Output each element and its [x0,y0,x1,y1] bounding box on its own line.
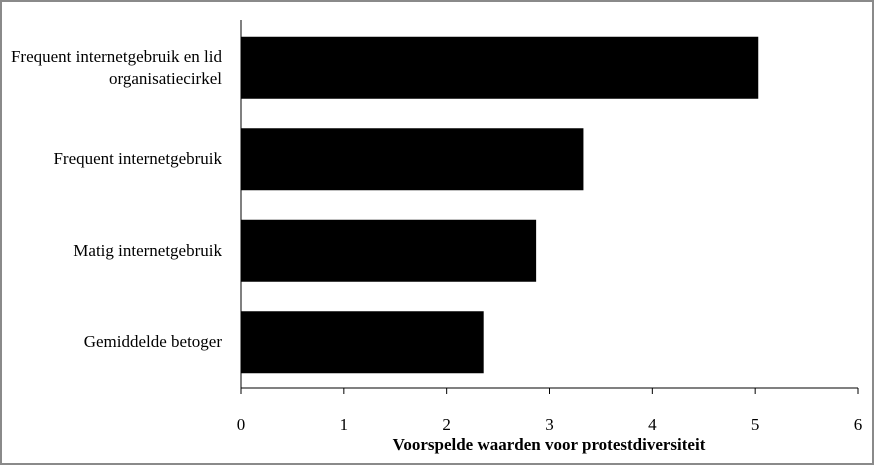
x-tick-label: 3 [545,415,554,434]
x-tick-label: 6 [854,415,863,434]
x-axis-title: Voorspelde waarden voor protestdiversite… [393,435,706,454]
y-tick-label: Matig internetgebruik [73,240,222,260]
y-tick-label: Frequent internetgebruik en lid organisa… [10,46,222,88]
x-tick-label: 1 [340,415,349,434]
x-tick-label: 4 [648,415,657,434]
bar [241,311,484,374]
x-tick-label: 2 [442,415,451,434]
bar [241,128,584,191]
y-tick-label: Frequent internetgebruik [53,149,222,169]
bar [241,36,759,99]
x-tick-label: 5 [751,415,760,434]
y-tick-label: Gemiddelde betoger [83,332,222,352]
x-tick-label: 0 [237,415,246,434]
bar [241,219,537,282]
